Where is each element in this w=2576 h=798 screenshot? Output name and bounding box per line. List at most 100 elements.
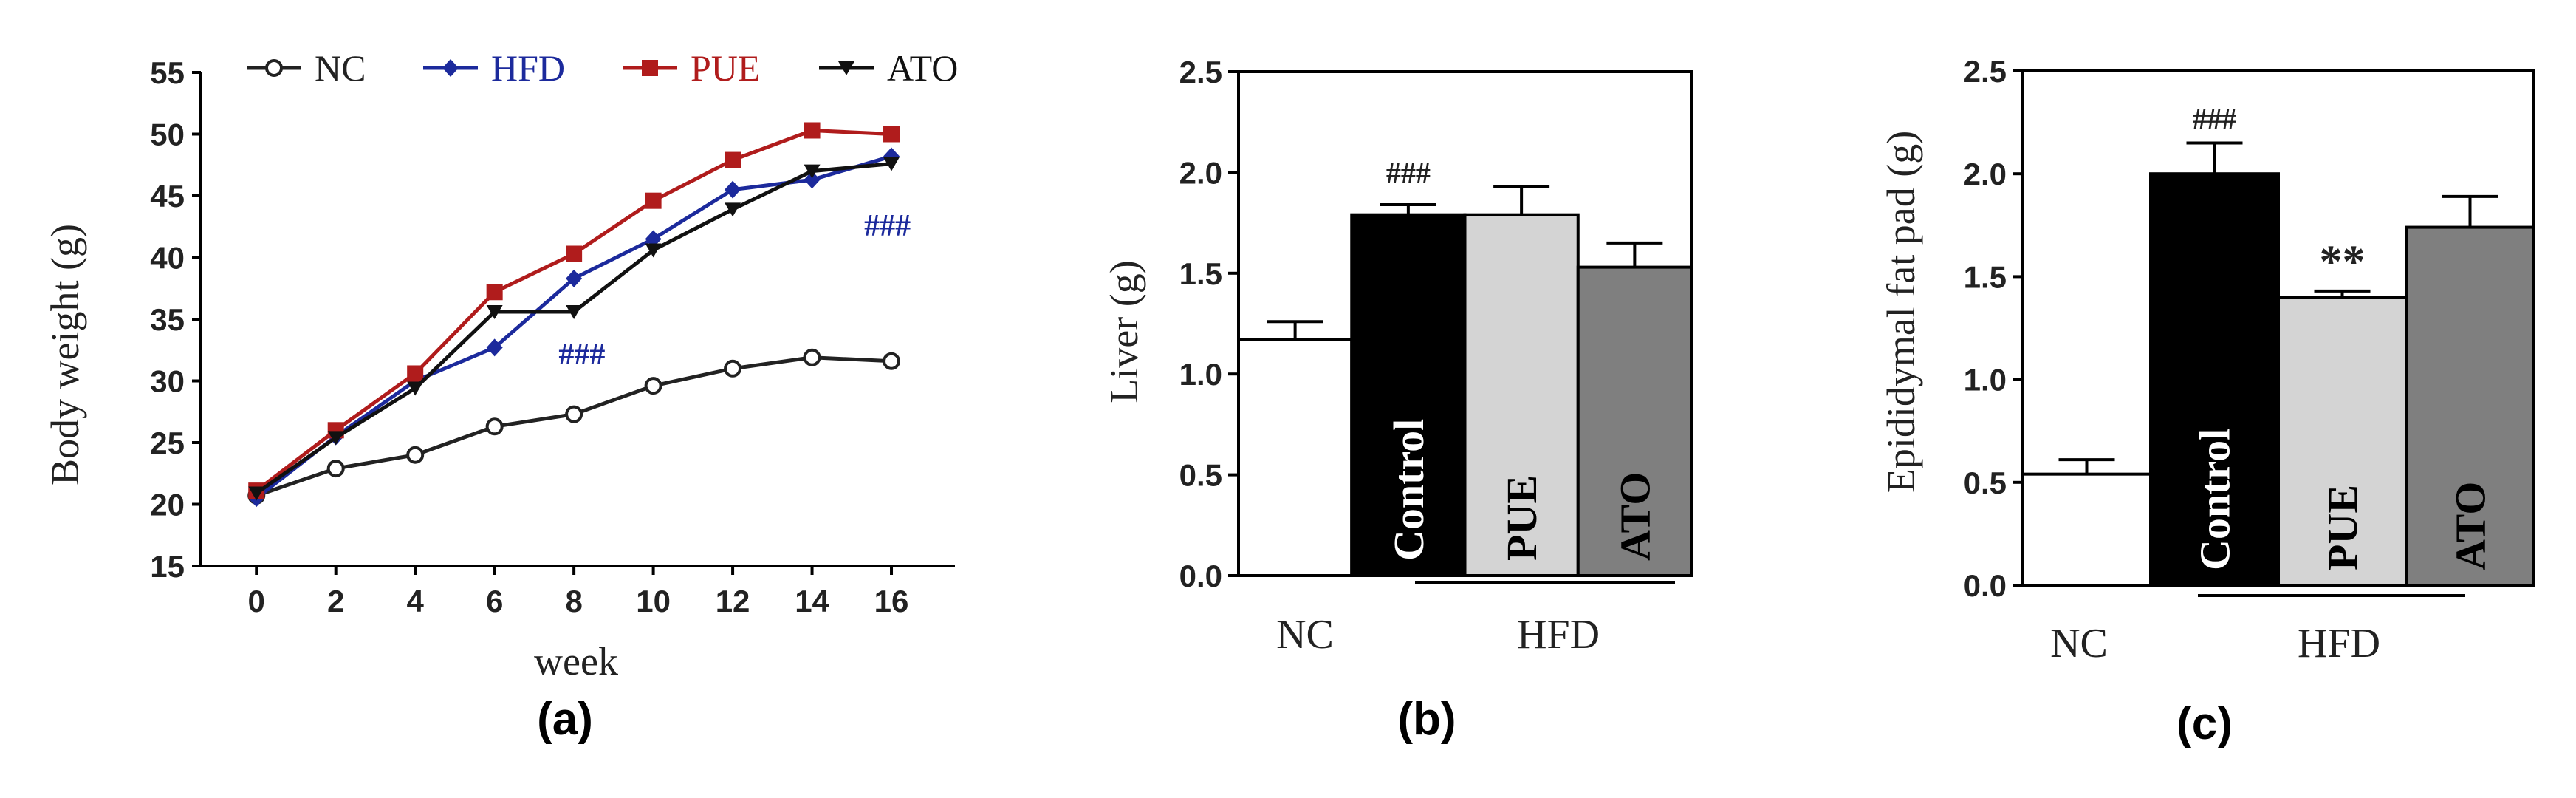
panel-b-y-tick-label: 0.5 <box>1179 458 1222 493</box>
panel-a-x-tick-label: 0 <box>248 584 265 618</box>
series-line-ato <box>255 162 892 495</box>
panel-c-y-tick-label: 2.5 <box>1964 54 2007 89</box>
panel-a-y-tick-label: 15 <box>150 549 185 584</box>
data-point-ato <box>486 304 503 319</box>
data-point-hfd <box>566 269 583 287</box>
panel-a-x-tick-label: 14 <box>795 584 829 618</box>
data-point-hfd <box>804 171 821 189</box>
panel-b-group-hfd: HFD <box>1517 612 1600 658</box>
panel-a-significance-annotation: ### <box>558 338 605 372</box>
panel-b-bar-label-pue: PUE <box>1498 475 1546 561</box>
data-point-pue <box>645 192 662 209</box>
panel-a-y-tick-label: 35 <box>150 302 185 337</box>
panel-c-y-tick-label: 2.0 <box>1964 157 2007 191</box>
panel-b-bar-label-ato: ATO <box>1611 472 1659 561</box>
panel-a-x-tick-label: 12 <box>716 584 750 618</box>
panel-c-plot: Control PUE ATO 0.0 0.5 1.0 1.5 2.0 2.5 ### ** <box>1964 54 2535 603</box>
panel-a-xlabel: week <box>534 639 618 683</box>
panel-a-x-tick-label: 8 <box>565 584 582 618</box>
panel-b-y-tick-label: 0.0 <box>1179 559 1222 593</box>
panel-b-liver-bar-chart: Control PUE ATO 0.0 0.5 1.0 1.5 2.0 2.5 ### Liver… <box>1102 55 1693 745</box>
data-point-nc <box>883 352 901 370</box>
panel-c-label: (c) <box>2176 698 2233 749</box>
panel-b-frame <box>1237 70 1693 577</box>
panel-c-y-tick-label: 1.5 <box>1964 259 2007 294</box>
data-point-ato <box>566 304 583 319</box>
panel-a-axes: 15 20 25 30 35 40 45 50 55 0 2 4 6 8 10 12 14 16 <box>150 55 955 618</box>
panel-a-x-tick-label: 4 <box>406 584 424 618</box>
panel-b-bar-ato <box>1576 265 1693 577</box>
data-point-nc <box>724 359 742 378</box>
series-line-hfd <box>255 154 892 500</box>
panel-a-y-tick-label: 45 <box>150 179 185 214</box>
panel-c-frame <box>2021 69 2535 587</box>
panel-a-series: ### ### <box>247 122 911 508</box>
panel-a-y-tick-label: 40 <box>150 241 185 276</box>
panel-c-significance-annotation: ** <box>2320 236 2366 287</box>
legend-label-nc: NC <box>315 47 366 89</box>
data-point-ato <box>645 243 662 258</box>
panel-c-group-hfd: HFD <box>2298 621 2380 666</box>
data-point-pue <box>724 151 741 168</box>
panel-b-plot: Control PUE ATO 0.0 0.5 1.0 1.5 2.0 2.5 ### <box>1179 55 1693 593</box>
panel-b-label: (b) <box>1397 694 1456 745</box>
panel-a-y-tick-label: 50 <box>150 117 185 152</box>
data-point-nc <box>326 460 345 478</box>
panel-a-label: (a) <box>537 694 593 745</box>
data-point-ato <box>327 431 344 446</box>
panel-c-group-nc: NC <box>2050 621 2108 666</box>
panel-a-line-chart: 15 20 25 30 35 40 45 50 55 0 2 4 6 8 10 12 14 16 ### ### N… <box>43 47 958 745</box>
legend-label-pue: PUE <box>691 47 760 89</box>
panel-b-ylabel: Liver (g) <box>1102 260 1146 403</box>
data-point-pue <box>486 284 503 301</box>
panel-b-group-nc: NC <box>1276 612 1334 658</box>
panel-b-bar-label-control: Control <box>1385 419 1433 561</box>
panel-a-x-tick-label: 10 <box>636 584 671 618</box>
panel-b-bar-nc <box>1237 338 1354 577</box>
panel-c-bar-ato <box>2405 225 2535 587</box>
legend-label-hfd: HFD <box>491 47 565 89</box>
data-point-ato <box>724 202 741 217</box>
data-point-hfd <box>724 180 741 199</box>
legend-label-ato: ATO <box>887 47 958 89</box>
panel-a-x-tick-label: 6 <box>486 584 503 618</box>
data-point-pue <box>883 126 900 143</box>
data-point-pue <box>566 245 583 262</box>
data-point-ato <box>883 157 900 171</box>
panel-c-bar-label-ato: ATO <box>2447 482 2495 570</box>
panel-a-x-tick-label: 2 <box>327 584 344 618</box>
panel-b-significance-annotation: ### <box>1386 156 1431 189</box>
panel-c-ylabel: Epididymal fat pad (g) <box>1879 131 1923 493</box>
panel-b-y-tick-label: 2.0 <box>1179 155 1222 190</box>
panel-a-y-tick-label: 55 <box>150 55 185 90</box>
data-point-hfd <box>645 230 662 248</box>
data-point-nc <box>803 348 821 366</box>
data-point-hfd <box>486 338 503 357</box>
panel-c-y-tick-label: 0.5 <box>1964 466 2007 500</box>
data-point-ato <box>804 164 821 179</box>
panel-a-x-tick-label: 16 <box>874 584 909 618</box>
panel-a-ylabel: Body weight (g) <box>43 224 87 485</box>
panel-c-significance-annotation: ### <box>2193 102 2237 135</box>
panel-a-significance-annotation: ### <box>864 209 911 243</box>
data-point-nc <box>406 446 425 464</box>
data-point-nc <box>565 405 583 423</box>
panel-c-y-tick-label: 0.0 <box>1964 568 2007 603</box>
data-point-pue <box>407 365 424 382</box>
data-point-nc <box>644 377 662 395</box>
legend-marker-hfd <box>442 59 459 77</box>
panel-a-y-tick-label: 20 <box>150 488 185 522</box>
legend-marker-pue <box>642 60 658 76</box>
legend-marker-ato <box>838 61 854 75</box>
panel-c-bar-pue <box>2277 296 2408 587</box>
data-point-nc <box>485 417 504 436</box>
panel-c-bar-label-control: Control <box>2191 429 2239 570</box>
data-point-ato <box>248 486 265 501</box>
panel-c-fat-pad-bar-chart: Control PUE ATO 0.0 0.5 1.0 1.5 2.0 2.5 ### ** Epi… <box>1879 54 2535 749</box>
panel-c-bar-nc <box>2021 472 2152 587</box>
panel-b-y-tick-label: 1.5 <box>1179 256 1222 291</box>
panel-c-bar-label-pue: PUE <box>2319 485 2367 570</box>
panel-b-y-tick-label: 1.0 <box>1179 357 1222 392</box>
panel-a-y-tick-label: 25 <box>150 426 185 460</box>
